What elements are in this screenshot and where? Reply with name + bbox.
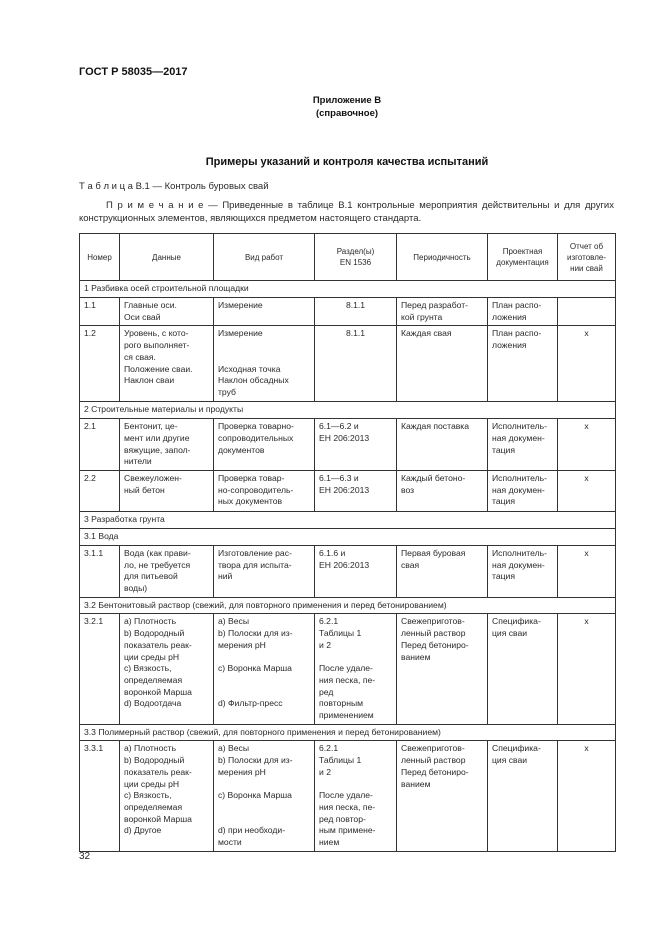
table-row: 3.1.1 Вода (как прави- ло, не требуется д… bbox=[79, 544, 616, 598]
quality-control-table: Номер Данные Вид работ Раздел(ы) EN 1536… bbox=[79, 233, 616, 852]
pile-report-cell: x bbox=[557, 740, 616, 852]
pile-report-cell: x bbox=[557, 469, 616, 512]
section-row: 1 Разбивка осей строительной площадки bbox=[79, 280, 616, 298]
work-type-cell: Измерение Исходная точка Наклон обсадных… bbox=[213, 325, 315, 403]
section-row: 3.3 Полимерный раствор (свежий, для повт… bbox=[79, 723, 616, 742]
section-ref-cell: 6.2.1 Таблицы 1 и 2 После удале- ния пес… bbox=[314, 613, 397, 725]
work-type-cell: a) Весы b) Полоски для из- мерения pH c)… bbox=[213, 740, 315, 852]
frequency-cell: Каждая поставка bbox=[396, 418, 488, 471]
design-docs-cell: Исполнитель- ная докумен- тация bbox=[487, 469, 558, 512]
section-ref-cell: 8.1.1 bbox=[314, 325, 397, 403]
data-cell: a) Плотность b) Водородный показатель ре… bbox=[119, 613, 214, 725]
annex-title: Приложение В bbox=[312, 95, 382, 106]
row-number: 2.2 bbox=[79, 469, 120, 512]
work-type-cell: Измерение bbox=[213, 296, 315, 327]
frequency-cell: Свежеприготов- ленный раствор Перед бето… bbox=[396, 613, 488, 725]
row-number: 1.1 bbox=[79, 296, 120, 327]
row-number: 1.2 bbox=[79, 325, 120, 403]
row-number: 3.1.1 bbox=[79, 544, 120, 598]
annex-type: (справочное) bbox=[315, 108, 379, 119]
column-header: Номер bbox=[79, 233, 120, 281]
section-title: 3.1 Вода bbox=[79, 527, 616, 546]
frequency-cell: Каждый бетоно- воз bbox=[396, 469, 488, 512]
column-header: Отчет об изготовле- нии свай bbox=[557, 233, 616, 281]
data-cell: Свежеуложен- ный бетон bbox=[119, 469, 214, 512]
frequency-cell: Перед разработ- кой грунта bbox=[396, 296, 488, 327]
pile-report-cell: x bbox=[557, 544, 616, 598]
design-docs-cell: Исполнитель- ная докумен- тация bbox=[487, 418, 558, 471]
section-title: 1 Разбивка осей строительной площадки bbox=[79, 280, 616, 298]
design-docs-cell: Исполнитель- ная докумен- тация bbox=[487, 544, 558, 598]
pile-report-cell: x bbox=[557, 418, 616, 471]
pile-report-cell: x bbox=[557, 325, 616, 403]
section-title: 2 Строительные материалы и продукты bbox=[79, 401, 616, 420]
data-cell: Главные оси. Оси свай bbox=[119, 296, 214, 327]
section-title: 3 Разработка грунта bbox=[79, 510, 616, 529]
section-title: 3.3 Полимерный раствор (свежий, для повт… bbox=[79, 723, 616, 742]
section-row: 3 Разработка грунта bbox=[79, 510, 616, 529]
row-number: 2.1 bbox=[79, 418, 120, 471]
pile-report-cell bbox=[557, 296, 616, 327]
table-row: 2.1 Бентонит, це- мент или другие вяжущие… bbox=[79, 418, 616, 471]
table-header-row: Номер Данные Вид работ Раздел(ы) EN 1536… bbox=[79, 233, 616, 281]
column-header: Периодичность bbox=[396, 233, 488, 281]
work-type-cell: Изготовление рас- твора для испыта- ний bbox=[213, 544, 315, 598]
work-type-cell: a) Весы b) Полоски для из- мерения pH c)… bbox=[213, 613, 315, 725]
column-header: Данные bbox=[119, 233, 214, 281]
section-ref-cell: 6.1.6 и ЕН 206:2013 bbox=[314, 544, 397, 598]
design-docs-cell: План распо- ложения bbox=[487, 325, 558, 403]
work-type-cell: Проверка товар- но-сопроводитель- ных до… bbox=[213, 469, 315, 512]
section-row: 3.1 Вода bbox=[79, 527, 616, 546]
section-row: 2 Строительные материалы и продукты bbox=[79, 401, 616, 420]
table-caption: Т а б л и ц а В.1 — Контроль буровых сва… bbox=[79, 181, 269, 192]
column-header: Проектная документация bbox=[487, 233, 558, 281]
data-cell: a) Плотность b) Водородный показатель ре… bbox=[119, 740, 214, 852]
data-cell: Уровень, с кото- рого выполняет- ся свая… bbox=[119, 325, 214, 403]
frequency-cell: Свежеприготов- ленный раствор Перед бето… bbox=[396, 740, 488, 852]
table-row: 1.1 Главные оси. Оси свай Измерение 8.1.1 Пе… bbox=[79, 296, 616, 327]
section-row: 3.2 Бентонитовый раствор (свежий, для по… bbox=[79, 596, 616, 615]
page-number: 32 bbox=[79, 851, 91, 862]
section-ref-cell: 8.1.1 bbox=[314, 296, 397, 327]
design-docs-cell: Специфика- ция сваи bbox=[487, 613, 558, 725]
section-ref-cell: 6.2.1 Таблицы 1 и 2 После удале- ния пес… bbox=[314, 740, 397, 852]
pile-report-cell: x bbox=[557, 613, 616, 725]
row-number: 3.3.1 bbox=[79, 740, 120, 852]
section-title: 3.2 Бентонитовый раствор (свежий, для по… bbox=[79, 596, 616, 615]
column-header: Раздел(ы) EN 1536 bbox=[314, 233, 397, 281]
table-row: 3.2.1 a) Плотность b) Водородный показате… bbox=[79, 613, 616, 725]
column-header: Вид работ bbox=[213, 233, 315, 281]
table-row: 1.2 Уровень, с кото- рого выполняет- ся с… bbox=[79, 325, 616, 403]
design-docs-cell: План распо- ложения bbox=[487, 296, 558, 327]
frequency-cell: Каждая свая bbox=[396, 325, 488, 403]
work-type-cell: Проверка товарно- сопроводительных докум… bbox=[213, 418, 315, 471]
main-title: Примеры указаний и контроля качества исп… bbox=[205, 156, 489, 168]
design-docs-cell: Специфика- ция сваи bbox=[487, 740, 558, 852]
section-ref-cell: 6.1—6.3 и ЕН 206:2013 bbox=[314, 469, 397, 512]
table-row: 3.3.1 a) Плотность b) Водородный показате… bbox=[79, 740, 616, 852]
data-cell: Бентонит, це- мент или другие вяжущие, з… bbox=[119, 418, 214, 471]
frequency-cell: Первая буровая свая bbox=[396, 544, 488, 598]
row-number: 3.2.1 bbox=[79, 613, 120, 725]
data-cell: Вода (как прави- ло, не требуется для пи… bbox=[119, 544, 214, 598]
section-ref-cell: 6.1—6.2 и ЕН 206:2013 bbox=[314, 418, 397, 471]
document-code: ГОСТ Р 58035—2017 bbox=[79, 66, 188, 78]
table-note: П р и м е ч а н и е — Приведенные в табл… bbox=[79, 200, 614, 224]
table-row: 2.2 Свежеуложен- ный бетон Проверка товар-… bbox=[79, 469, 616, 512]
